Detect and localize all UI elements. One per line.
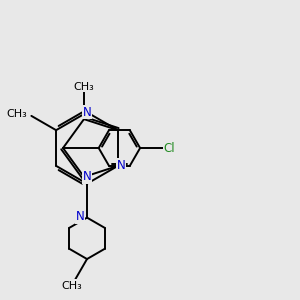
Text: N: N [83, 170, 92, 183]
Text: N: N [76, 210, 84, 223]
Text: N: N [82, 106, 91, 119]
Text: CH₃: CH₃ [61, 281, 82, 291]
Text: N: N [117, 159, 125, 172]
Text: CH₃: CH₃ [74, 82, 94, 92]
Text: Cl: Cl [164, 142, 175, 154]
Text: CH₃: CH₃ [7, 109, 27, 119]
